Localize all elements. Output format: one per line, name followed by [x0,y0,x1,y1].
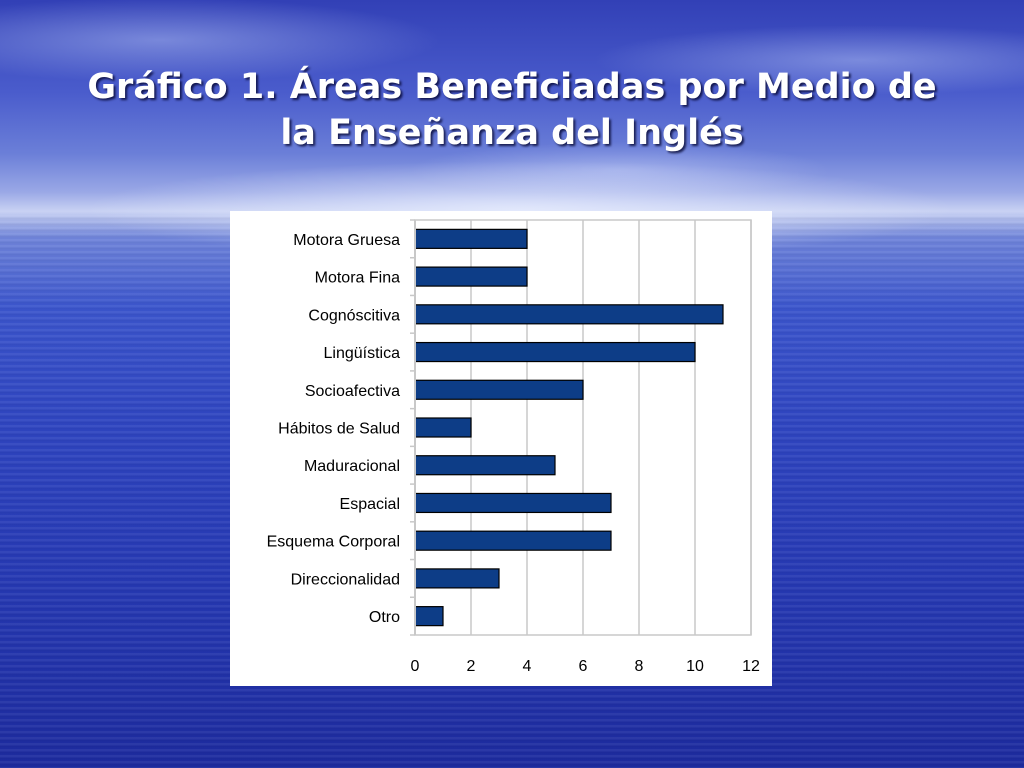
category-label-10: Otro [369,609,400,626]
bar-3 [414,341,696,363]
category-label-4: Socioafectiva [305,383,400,400]
slide-title: Gráfico 1. Áreas Beneficiadas por Medio … [40,64,984,156]
category-label-0: Motora Gruesa [293,232,400,249]
axes [410,219,752,636]
category-label-7: Espacial [340,496,400,513]
bar-4 [414,379,584,400]
bar-5 [414,417,472,438]
bar-10 [414,606,444,627]
category-label-2: Cognóscitiva [308,307,400,324]
x-tick-label-5: 10 [686,658,704,675]
slide-title-line-2: la Enseñanza del Inglés [280,113,744,153]
chart-panel: Motora Gruesa Motora Fina Cognóscitiva Ling… [230,211,772,686]
bar-6 [414,455,556,476]
slide-title-line-1: Gráfico 1. Áreas Beneficiadas por Medio … [87,67,937,107]
x-tick-label-2: 4 [523,658,532,675]
bar-1 [414,266,528,287]
x-tick-label-6: 12 [742,658,760,675]
x-tick-label-1: 2 [467,658,476,675]
x-tick-label-0: 0 [411,658,420,675]
bars [414,228,724,627]
category-label-6: Maduracional [304,458,400,475]
bar-2 [414,304,724,325]
category-label-1: Motora Fina [315,270,400,287]
x-tick-label-3: 6 [579,658,588,675]
category-label-3: Lingüística [324,345,401,362]
x-tick-label-4: 8 [635,658,644,675]
category-label-5: Hábitos de Salud [278,421,400,438]
bar-9 [414,568,500,589]
category-label-8: Esquema Corporal [267,534,400,551]
bar-chart: Motora Gruesa Motora Fina Cognóscitiva Ling… [267,219,760,675]
bar-0 [414,228,528,249]
category-label-9: Direccionalidad [291,571,400,588]
x-tick-labels: 0 2 4 6 8 10 12 [411,658,760,675]
category-labels: Motora Gruesa Motora Fina Cognóscitiva Ling… [267,232,401,626]
bar-7 [414,492,612,514]
bar-8 [414,530,612,551]
